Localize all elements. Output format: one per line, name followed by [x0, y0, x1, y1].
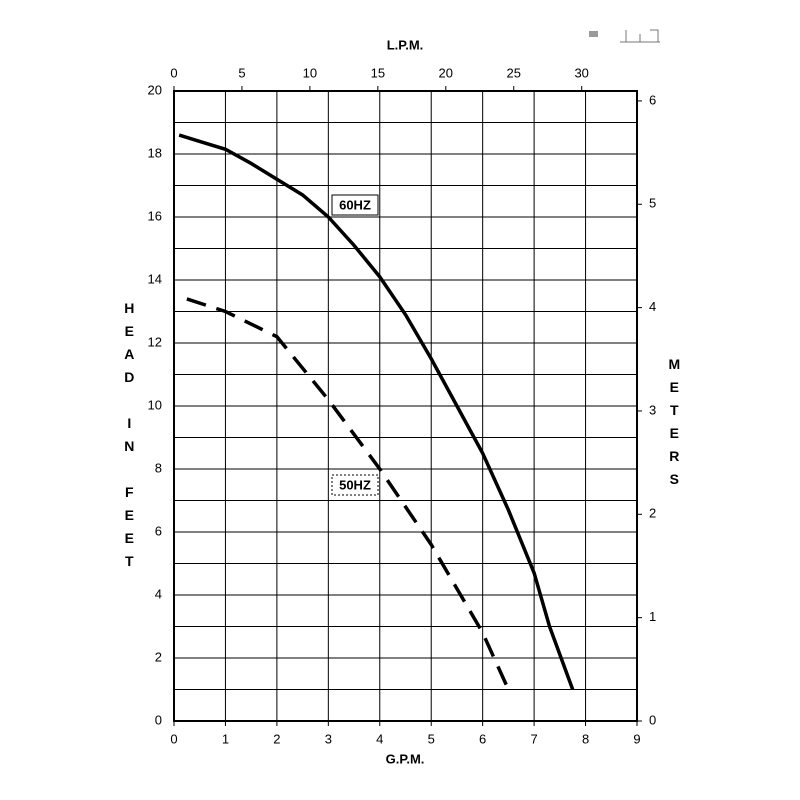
y2-tick-label: 3: [649, 402, 656, 417]
corner-icon: [589, 29, 660, 43]
y-tick-label: 12: [148, 334, 162, 349]
x-tick-label: 9: [633, 731, 640, 746]
y-tick-label: 14: [148, 271, 162, 286]
curve: [178, 133, 575, 691]
y2-tick-label: 5: [649, 196, 656, 211]
y-tick-label: 18: [148, 145, 162, 160]
y-axis-title: HEAD IN FEET: [121, 300, 137, 576]
x-tick-label: 6: [479, 731, 486, 746]
x-tick-label: 8: [582, 731, 589, 746]
series-label: 50HZ: [339, 477, 371, 492]
plot-frame: [173, 90, 638, 722]
y2-tick-label: 0: [649, 712, 656, 727]
x-tick-label: 7: [530, 731, 537, 746]
y-tick-label: 16: [148, 208, 162, 223]
x2-axis-title: L.P.M.: [387, 37, 424, 52]
x2-tick-label: 25: [507, 65, 521, 80]
x-tick-label: 2: [273, 731, 280, 746]
x2-tick-label: 0: [170, 65, 177, 80]
series-label-box: [331, 194, 379, 216]
series-label: 60HZ: [339, 197, 371, 212]
y2-tick-label: 2: [649, 506, 656, 521]
x2-tick-label: 15: [371, 65, 385, 80]
y-tick-label: 10: [148, 397, 162, 412]
x-axis-title: G.P.M.: [386, 751, 425, 766]
y-tick-label: 2: [155, 649, 162, 664]
x2-tick-label: 5: [238, 65, 245, 80]
x-tick-label: 1: [222, 731, 229, 746]
x-tick-label: 5: [428, 731, 435, 746]
y-tick-label: 0: [155, 712, 162, 727]
x-tick-label: 3: [325, 731, 332, 746]
curve: [186, 297, 510, 691]
x2-tick-label: 20: [439, 65, 453, 80]
y-tick-label: 20: [148, 82, 162, 97]
y-tick-label: 8: [155, 460, 162, 475]
y2-tick-label: 6: [649, 92, 656, 107]
x-tick-label: 4: [376, 731, 383, 746]
y-tick-label: 6: [155, 523, 162, 538]
series-label-box: [331, 474, 379, 496]
y2-axis-title: METERS: [666, 356, 682, 494]
y2-tick-label: 4: [649, 299, 656, 314]
x2-tick-label: 30: [574, 65, 588, 80]
y-tick-label: 4: [155, 586, 162, 601]
x2-tick-label: 10: [303, 65, 317, 80]
y2-tick-label: 1: [649, 609, 656, 624]
x-tick-label: 0: [170, 731, 177, 746]
